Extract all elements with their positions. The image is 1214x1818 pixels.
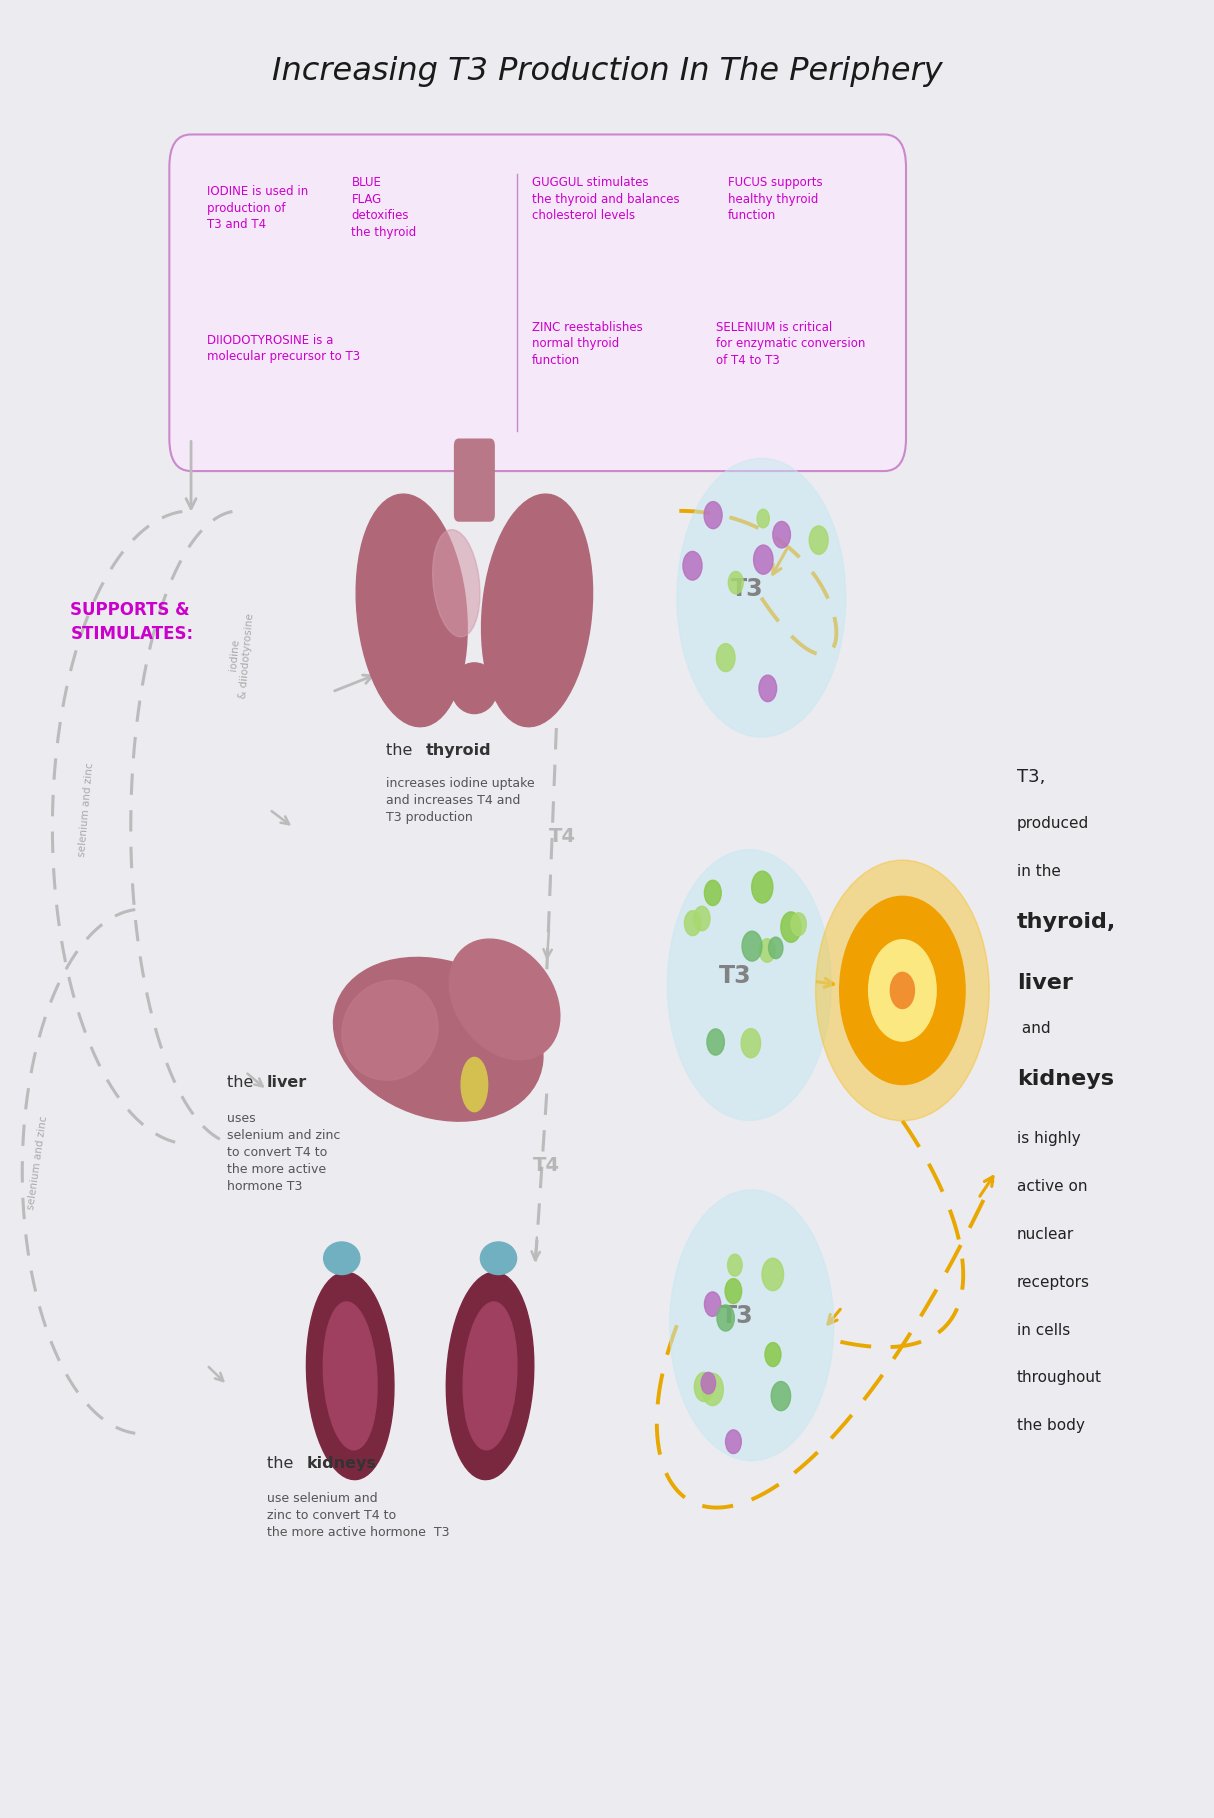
Circle shape xyxy=(762,1258,783,1291)
Text: T3: T3 xyxy=(719,964,751,987)
FancyBboxPatch shape xyxy=(454,438,495,522)
Circle shape xyxy=(726,1431,742,1454)
Circle shape xyxy=(773,522,790,547)
Circle shape xyxy=(742,931,762,962)
Text: ZINC reestablishes
normal thyroid
function: ZINC reestablishes normal thyroid functi… xyxy=(532,320,643,367)
Ellipse shape xyxy=(447,1273,534,1480)
Text: use selenium and
zinc to convert T4 to
the more active hormone  T3: use selenium and zinc to convert T4 to t… xyxy=(267,1493,449,1538)
Ellipse shape xyxy=(464,1302,517,1449)
Text: throughout: throughout xyxy=(1017,1371,1102,1385)
Text: T3,: T3, xyxy=(1017,767,1045,785)
Circle shape xyxy=(810,525,828,554)
Text: the: the xyxy=(386,742,418,758)
Ellipse shape xyxy=(323,1302,378,1449)
Circle shape xyxy=(781,913,801,942)
Circle shape xyxy=(702,1373,724,1405)
Text: BLUE
FLAG
detoxifies
the thyroid: BLUE FLAG detoxifies the thyroid xyxy=(351,176,416,238)
Text: thyroid,: thyroid, xyxy=(1017,911,1116,931)
Text: thyroid: thyroid xyxy=(426,742,492,758)
Text: FUCUS supports
healthy thyroid
function: FUCUS supports healthy thyroid function xyxy=(727,176,822,222)
Ellipse shape xyxy=(324,1242,359,1274)
Circle shape xyxy=(694,1373,714,1402)
Circle shape xyxy=(702,1373,715,1394)
Text: kidneys: kidneys xyxy=(1017,1069,1114,1089)
Circle shape xyxy=(771,1382,790,1411)
Circle shape xyxy=(759,938,775,962)
Ellipse shape xyxy=(432,529,480,636)
Circle shape xyxy=(754,545,773,574)
Circle shape xyxy=(704,502,722,529)
Text: GUGGUL stimulates
the thyroid and balances
cholesterol levels: GUGGUL stimulates the thyroid and balanc… xyxy=(532,176,680,222)
Text: selenium and zinc: selenium and zinc xyxy=(76,762,95,856)
Circle shape xyxy=(840,896,965,1085)
Circle shape xyxy=(693,905,710,931)
Circle shape xyxy=(816,860,989,1120)
Circle shape xyxy=(792,913,806,936)
Text: kidneys: kidneys xyxy=(307,1456,376,1471)
Text: in the: in the xyxy=(1017,864,1061,878)
Circle shape xyxy=(704,1293,721,1316)
Text: T4: T4 xyxy=(549,827,575,845)
Text: T3: T3 xyxy=(721,1304,754,1329)
Text: the: the xyxy=(227,1076,259,1091)
Text: the body: the body xyxy=(1017,1418,1085,1433)
Text: SELENIUM is critical
for enzymatic conversion
of T4 to T3: SELENIUM is critical for enzymatic conve… xyxy=(715,320,864,367)
Ellipse shape xyxy=(306,1273,395,1480)
Circle shape xyxy=(758,509,770,527)
Circle shape xyxy=(765,1342,781,1367)
Text: produced: produced xyxy=(1017,816,1089,831)
Circle shape xyxy=(683,551,702,580)
Text: DIIODOTYROSINE is a
molecular precursor to T3: DIIODOTYROSINE is a molecular precursor … xyxy=(206,333,359,364)
Circle shape xyxy=(751,871,773,904)
Ellipse shape xyxy=(334,958,543,1122)
Ellipse shape xyxy=(670,1189,834,1460)
Circle shape xyxy=(727,1254,742,1276)
Ellipse shape xyxy=(461,1058,488,1111)
Circle shape xyxy=(869,940,936,1042)
Text: liver: liver xyxy=(1017,973,1073,993)
Text: Increasing T3 Production In The Periphery: Increasing T3 Production In The Peripher… xyxy=(272,56,942,87)
Circle shape xyxy=(716,644,734,671)
Text: selenium and zinc: selenium and zinc xyxy=(27,1114,50,1211)
Ellipse shape xyxy=(356,494,467,727)
Text: iodine
& diiodotyrosine: iodine & diiodotyrosine xyxy=(226,613,255,700)
Ellipse shape xyxy=(677,458,846,736)
Circle shape xyxy=(717,1305,734,1331)
Text: active on: active on xyxy=(1017,1178,1088,1194)
Circle shape xyxy=(741,1029,760,1058)
Circle shape xyxy=(725,1278,742,1304)
Text: increases iodine uptake
and increases T4 and
T3 production: increases iodine uptake and increases T4… xyxy=(386,776,535,824)
Circle shape xyxy=(707,1029,725,1054)
Text: IODINE is used in
production of
T3 and T4: IODINE is used in production of T3 and T… xyxy=(206,185,308,231)
Text: nuclear: nuclear xyxy=(1017,1227,1074,1242)
Circle shape xyxy=(704,880,721,905)
Text: T3: T3 xyxy=(731,576,764,600)
Text: T4: T4 xyxy=(533,1156,560,1176)
Text: and: and xyxy=(1017,1022,1050,1036)
Text: the: the xyxy=(267,1456,299,1471)
Text: uses
selenium and zinc
to convert T4 to
the more active
hormone T3: uses selenium and zinc to convert T4 to … xyxy=(227,1111,341,1193)
Ellipse shape xyxy=(482,494,592,727)
Circle shape xyxy=(728,571,743,594)
Text: in cells: in cells xyxy=(1017,1322,1071,1338)
Ellipse shape xyxy=(668,849,832,1120)
Ellipse shape xyxy=(481,1242,517,1274)
Circle shape xyxy=(759,674,777,702)
FancyBboxPatch shape xyxy=(169,135,906,471)
Circle shape xyxy=(685,911,700,936)
Circle shape xyxy=(768,936,783,958)
Ellipse shape xyxy=(449,940,560,1060)
Ellipse shape xyxy=(342,980,438,1080)
Text: is highly: is highly xyxy=(1017,1131,1080,1145)
Ellipse shape xyxy=(452,664,498,713)
Text: liver: liver xyxy=(267,1076,307,1091)
Circle shape xyxy=(890,973,914,1009)
Text: receptors: receptors xyxy=(1017,1274,1090,1289)
Text: SUPPORTS &
STIMULATES:: SUPPORTS & STIMULATES: xyxy=(70,602,193,644)
